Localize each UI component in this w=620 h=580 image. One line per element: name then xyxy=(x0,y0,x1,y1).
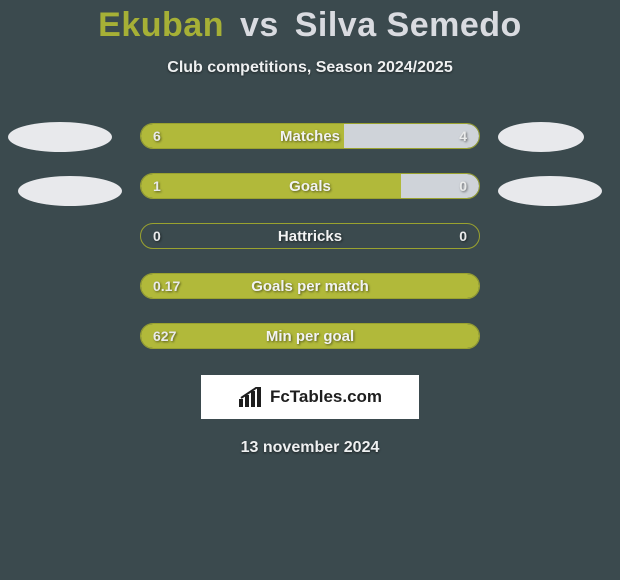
player1-name: Ekuban xyxy=(98,6,224,44)
chart-icon xyxy=(238,387,264,407)
stat-value-right: 0 xyxy=(459,224,467,248)
bar-left-fill xyxy=(141,274,479,298)
subtitle: Club competitions, Season 2024/2025 xyxy=(0,59,620,77)
stat-bar: Hattricks0 0 xyxy=(140,223,480,249)
stat-bar: Goals10 xyxy=(140,173,480,199)
bar-right-fill xyxy=(401,174,479,198)
stat-row: Goals per match0.17 xyxy=(0,271,620,301)
stat-label: Hattricks xyxy=(141,224,479,248)
stat-value-left: 0 xyxy=(153,224,161,248)
stat-row: Matches64 xyxy=(0,121,620,151)
stat-row: Min per goal627 xyxy=(0,321,620,351)
logo-text: FcTables.com xyxy=(270,387,382,407)
stat-rows: Matches64 Goals10 Hattricks0 0 Goals per mat… xyxy=(0,121,620,351)
fctables-logo: FcTables.com xyxy=(201,375,419,419)
date-label: 13 november 2024 xyxy=(0,439,620,457)
vs-label: vs xyxy=(240,6,279,44)
bar-left-fill xyxy=(141,124,344,148)
player2-name: Silva Semedo xyxy=(295,6,522,44)
stat-bar: Goals per match0.17 xyxy=(140,273,480,299)
bar-left-fill xyxy=(141,174,401,198)
stat-row: Hattricks0 0 xyxy=(0,221,620,251)
stat-bar: Min per goal627 xyxy=(140,323,480,349)
content: Ekuban vs Silva Semedo Club competitions… xyxy=(0,0,620,457)
bar-right-fill xyxy=(344,124,479,148)
page-title: Ekuban vs Silva Semedo xyxy=(0,6,620,45)
stat-row: Goals10 xyxy=(0,171,620,201)
bar-left-fill xyxy=(141,324,479,348)
stat-bar: Matches64 xyxy=(140,123,480,149)
